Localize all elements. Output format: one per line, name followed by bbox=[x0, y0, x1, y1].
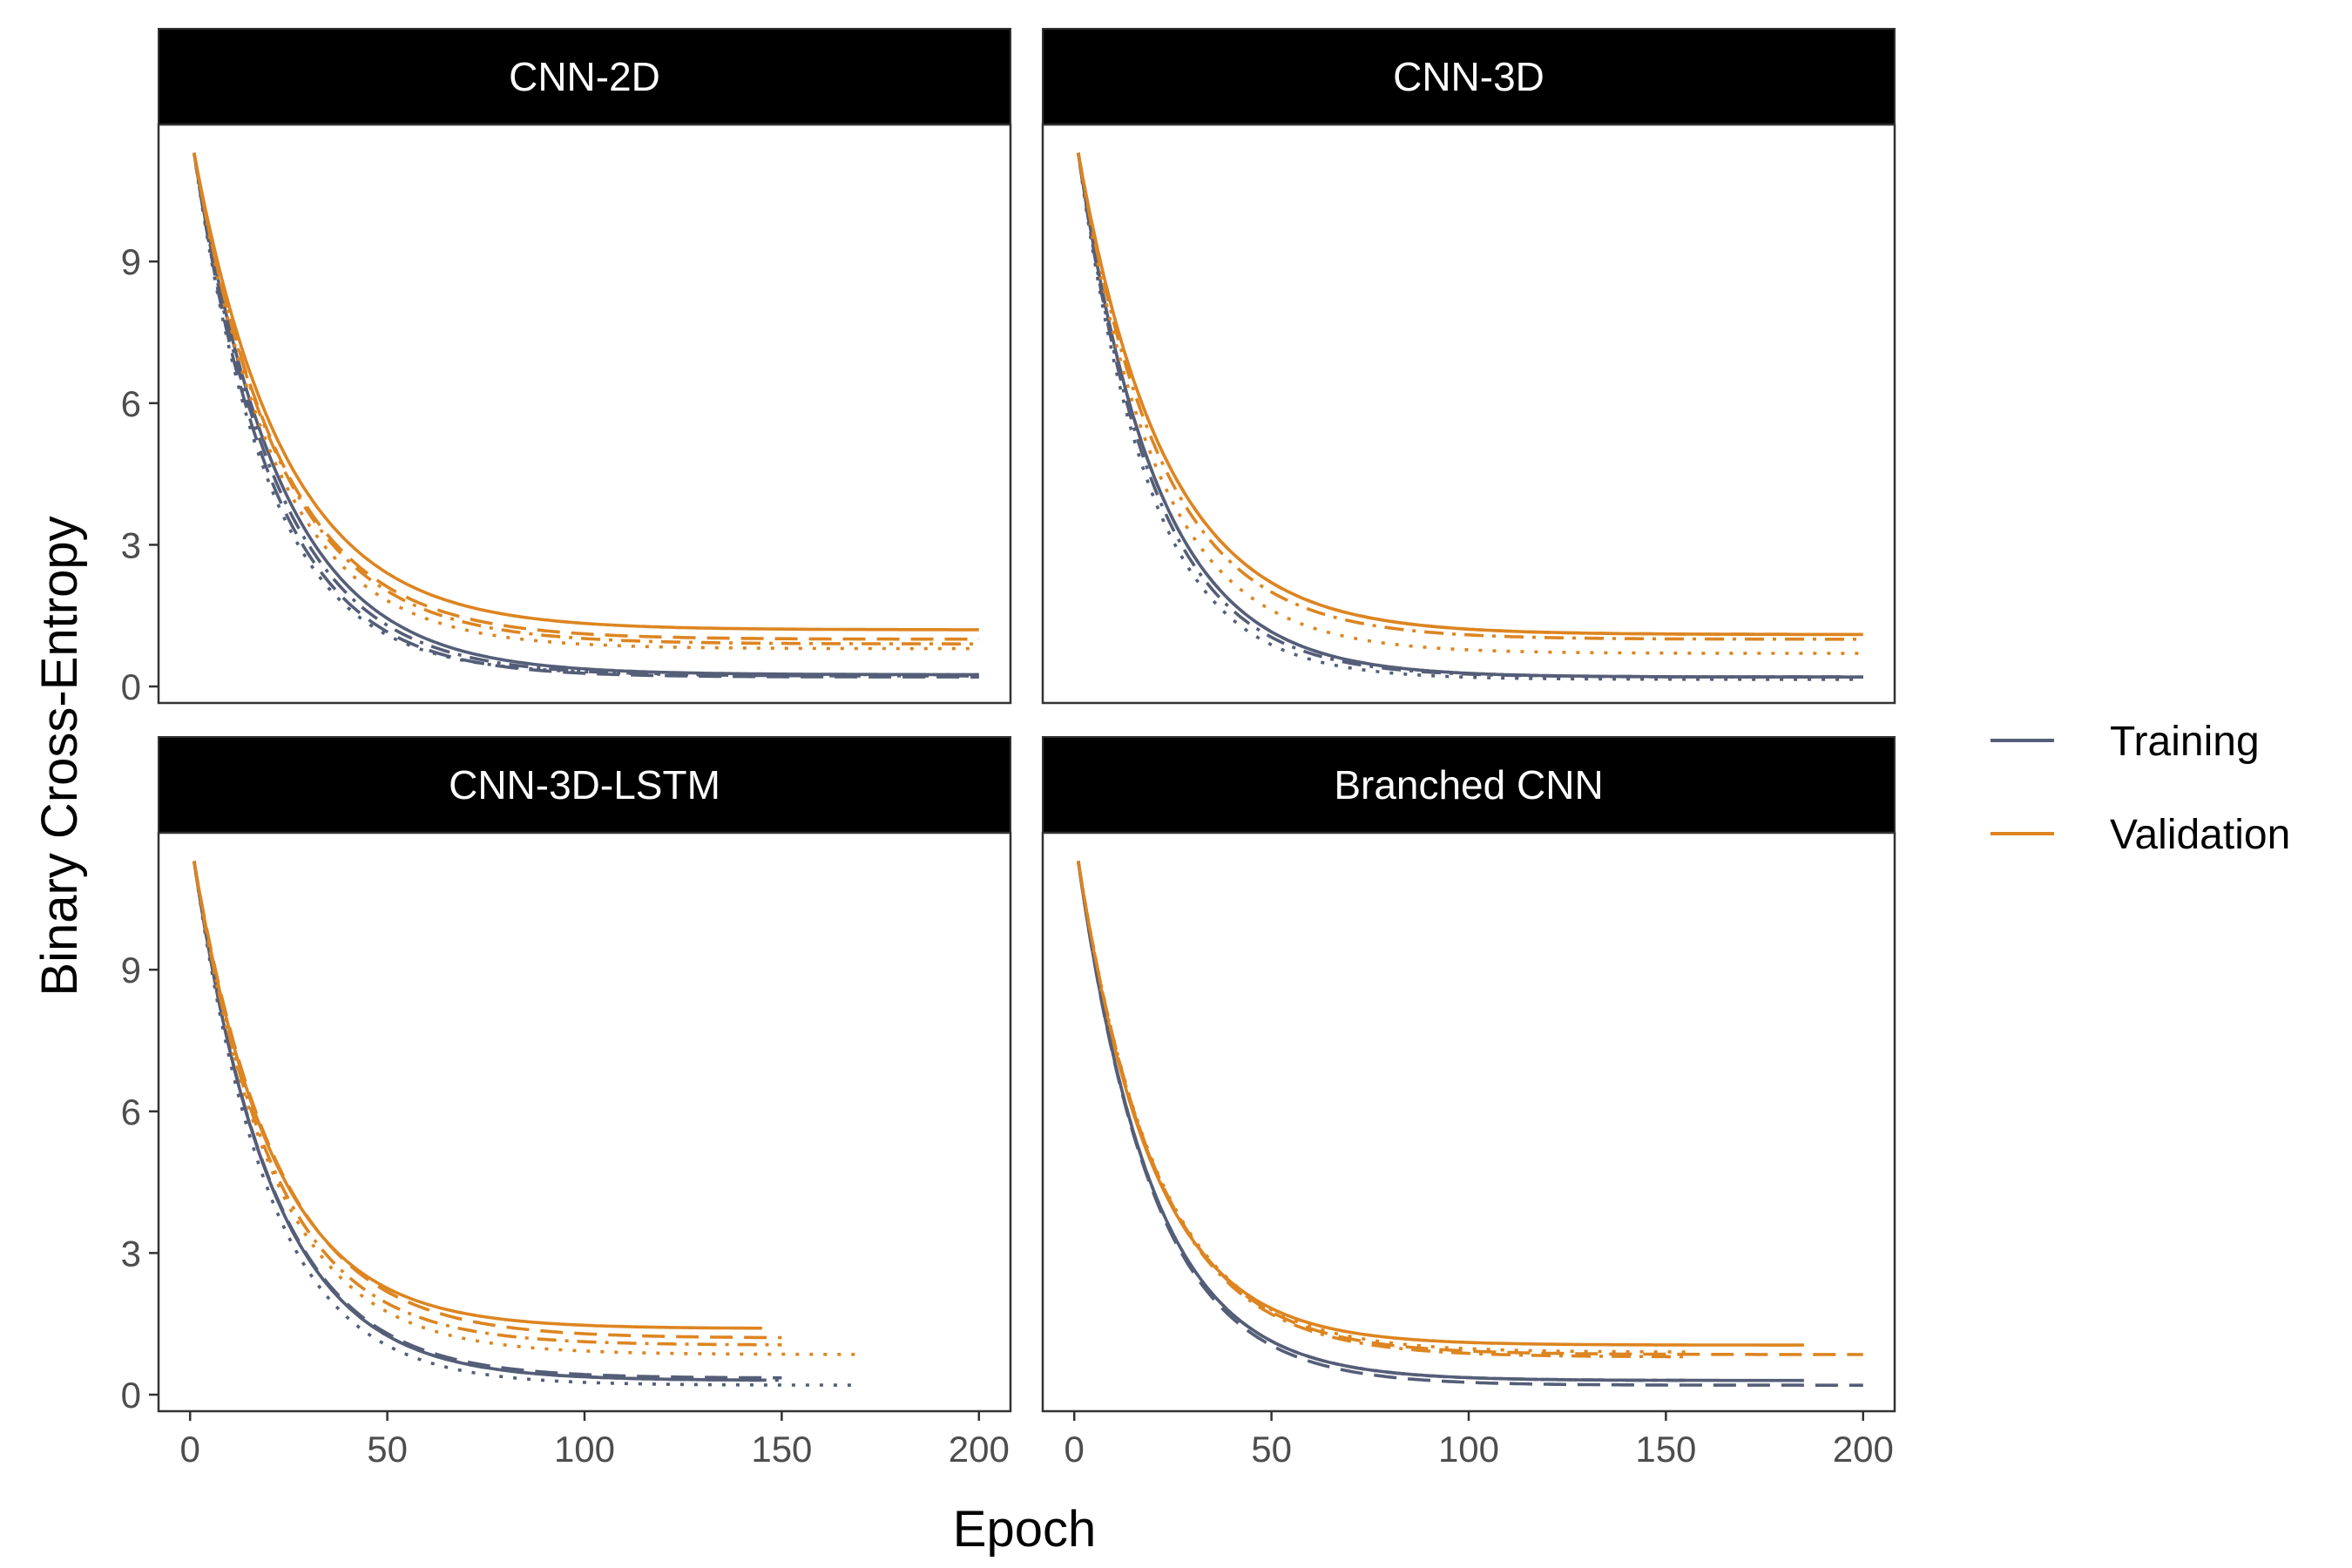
y-tick-label: 9 bbox=[121, 241, 141, 282]
x-axis-title: Epoch bbox=[953, 1501, 1096, 1558]
panel-branched-cnn: Branched CNN 0 50 100 150 200 bbox=[1041, 736, 1896, 1470]
panel-title: CNN-2D bbox=[509, 54, 660, 99]
panel-title: Branched CNN bbox=[1334, 762, 1603, 808]
validation-line-dashed bbox=[193, 861, 782, 1340]
training-line-dotted bbox=[1077, 861, 1686, 1382]
validation-line-dotted bbox=[193, 152, 979, 651]
x-tick-label: 50 bbox=[367, 1429, 408, 1470]
legend-item-validation: Validation bbox=[1990, 812, 2290, 858]
series-lines bbox=[193, 152, 979, 679]
validation-line-dotted bbox=[1077, 861, 1686, 1354]
panel-title: CNN-3D-LSTM bbox=[449, 762, 720, 808]
panel-cnn-3d: CNN-3D bbox=[1041, 28, 1896, 705]
panel-strip bbox=[1042, 28, 1896, 125]
panel-border bbox=[157, 123, 1012, 705]
validation-line-solid bbox=[193, 152, 979, 632]
training-line-dashed bbox=[1077, 861, 1863, 1387]
training-line-dotdash bbox=[193, 152, 979, 678]
panel-border bbox=[1041, 123, 1896, 705]
y-tick-label: 6 bbox=[121, 383, 141, 424]
validation-line-dashed bbox=[193, 152, 979, 641]
validation-line-dotdash bbox=[193, 152, 979, 645]
x-tick-label: 150 bbox=[1635, 1429, 1696, 1470]
validation-line-dotdash bbox=[1077, 152, 1863, 641]
x-tick-label: 200 bbox=[1833, 1429, 1894, 1470]
legend-label: Validation bbox=[2110, 812, 2290, 858]
series-lines bbox=[1077, 152, 1863, 681]
x-tick-label: 0 bbox=[1064, 1429, 1085, 1470]
series-lines bbox=[193, 861, 861, 1387]
training-line-dotdash bbox=[1077, 152, 1863, 679]
panel-cnn-2d: CNN-2D 0 3 6 9 bbox=[121, 28, 1012, 707]
panel-title: CNN-3D bbox=[1393, 54, 1544, 99]
training-line-dotted bbox=[193, 152, 979, 677]
y-axis-title: Binary Cross-Entropy bbox=[31, 516, 88, 996]
plot-area bbox=[1043, 833, 1895, 1411]
panels: CNN-2D 0 3 6 9 CNN-3D CNN-3D-LSTM 0 3 6 9 0 50 100 150… bbox=[121, 28, 1896, 1470]
validation-line-dotted bbox=[193, 861, 861, 1356]
y-tick-label: 3 bbox=[121, 524, 141, 565]
panel-strip bbox=[158, 736, 1011, 834]
y-tick-label: 0 bbox=[121, 1375, 141, 1416]
training-line-dotted bbox=[193, 861, 853, 1387]
y-tick-label: 0 bbox=[121, 666, 141, 707]
training-line-dotdash bbox=[193, 861, 782, 1382]
y-tick-label: 6 bbox=[121, 1092, 141, 1132]
x-tick-label: 0 bbox=[180, 1429, 200, 1470]
legend-label: Training bbox=[2110, 719, 2260, 765]
x-tick-label: 50 bbox=[1251, 1429, 1292, 1470]
x-tick-label: 100 bbox=[1438, 1429, 1499, 1470]
validation-line-dotdash bbox=[1077, 861, 1686, 1359]
validation-line-dotted bbox=[1077, 152, 1863, 655]
legend: Training Validation bbox=[1990, 719, 2290, 858]
series-lines bbox=[1077, 861, 1863, 1387]
x-tick-label: 200 bbox=[949, 1429, 1010, 1470]
plot-area bbox=[159, 125, 1010, 703]
panel-strip bbox=[1042, 736, 1896, 834]
x-tick-label: 100 bbox=[554, 1429, 615, 1470]
validation-line-dashed bbox=[1077, 152, 1863, 637]
validation-line-dotdash bbox=[193, 861, 782, 1347]
plot-area bbox=[159, 833, 1010, 1411]
x-tick-label: 150 bbox=[751, 1429, 812, 1470]
y-tick-label: 3 bbox=[121, 1233, 141, 1274]
y-tick-label: 9 bbox=[121, 950, 141, 990]
panel-strip bbox=[158, 28, 1011, 125]
plot-area bbox=[1043, 125, 1895, 703]
panel-cnn-3d-lstm: CNN-3D-LSTM 0 3 6 9 0 50 100 150 200 bbox=[121, 736, 1012, 1470]
legend-item-training: Training bbox=[1990, 719, 2260, 765]
